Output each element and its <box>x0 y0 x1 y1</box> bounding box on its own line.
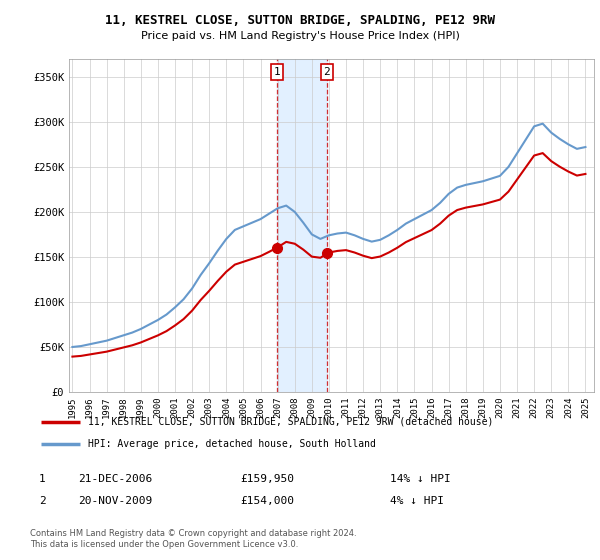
Text: 4% ↓ HPI: 4% ↓ HPI <box>390 496 444 506</box>
Text: 2: 2 <box>323 67 330 77</box>
Text: 11, KESTREL CLOSE, SUTTON BRIDGE, SPALDING, PE12 9RW (detached house): 11, KESTREL CLOSE, SUTTON BRIDGE, SPALDI… <box>88 417 493 427</box>
Text: 2: 2 <box>38 496 46 506</box>
Text: 1: 1 <box>274 67 280 77</box>
Text: 20-NOV-2009: 20-NOV-2009 <box>78 496 152 506</box>
Text: 21-DEC-2006: 21-DEC-2006 <box>78 474 152 484</box>
Bar <box>277 59 327 392</box>
Text: 11, KESTREL CLOSE, SUTTON BRIDGE, SPALDING, PE12 9RW: 11, KESTREL CLOSE, SUTTON BRIDGE, SPALDI… <box>105 14 495 27</box>
Text: HPI: Average price, detached house, South Holland: HPI: Average price, detached house, Sout… <box>88 438 376 449</box>
Text: Price paid vs. HM Land Registry's House Price Index (HPI): Price paid vs. HM Land Registry's House … <box>140 31 460 41</box>
Text: £154,000: £154,000 <box>240 496 294 506</box>
Text: Contains HM Land Registry data © Crown copyright and database right 2024.
This d: Contains HM Land Registry data © Crown c… <box>30 529 356 549</box>
Text: 14% ↓ HPI: 14% ↓ HPI <box>390 474 451 484</box>
Text: 1: 1 <box>38 474 46 484</box>
Text: £159,950: £159,950 <box>240 474 294 484</box>
